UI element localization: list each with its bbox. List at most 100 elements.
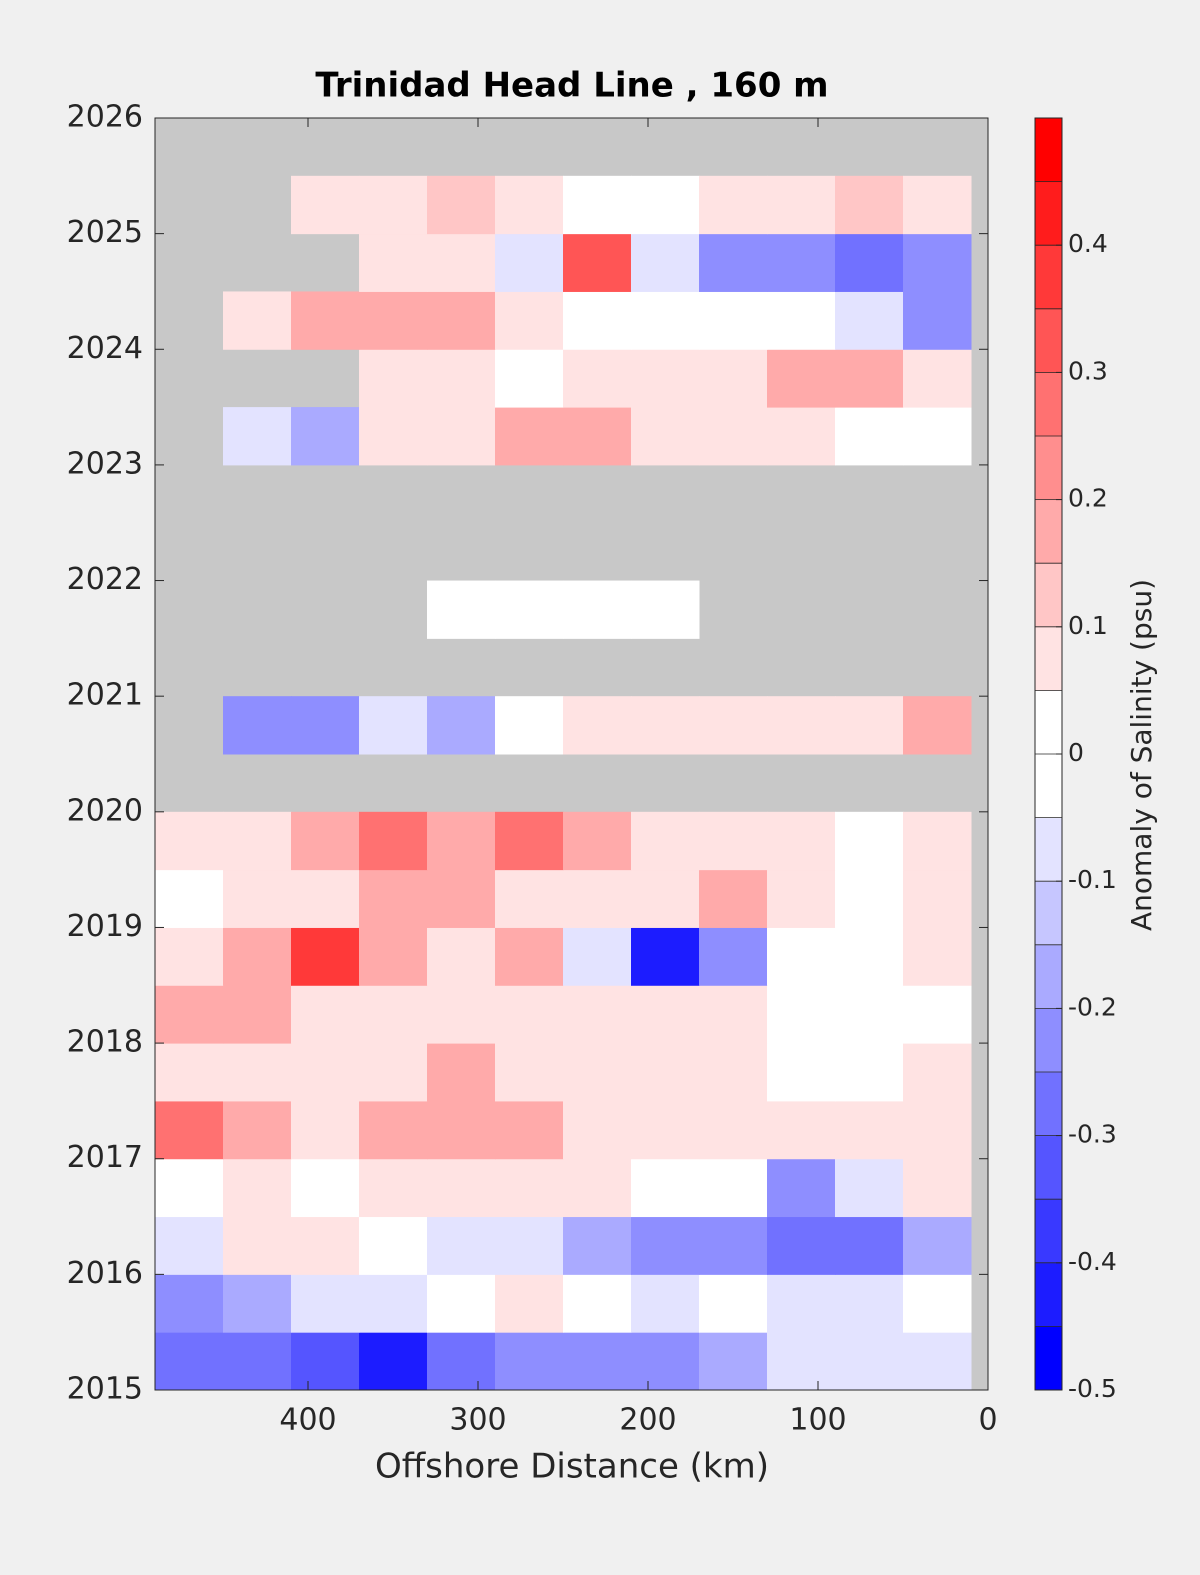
y-tick-label: 2020 — [67, 793, 143, 828]
colorbar-band — [1035, 881, 1062, 946]
colorbar-band — [1035, 1326, 1062, 1391]
x-tick-label: 100 — [789, 1403, 846, 1438]
cell — [223, 1274, 292, 1333]
colorbar-tick-label: -0.3 — [1068, 1120, 1117, 1149]
colorbar-band — [1035, 245, 1062, 310]
x-tick-label: 400 — [279, 1403, 336, 1438]
cell — [631, 1100, 700, 1160]
cell — [359, 233, 428, 292]
cell — [563, 927, 632, 986]
cell — [427, 927, 496, 986]
cell — [835, 811, 904, 871]
cell — [427, 1158, 496, 1218]
cell — [767, 985, 836, 1044]
cell — [495, 233, 564, 292]
colorbar-tick-label: 0.1 — [1068, 611, 1108, 640]
colorbar-band — [1035, 817, 1062, 882]
cell — [155, 869, 224, 928]
cell — [631, 1216, 700, 1275]
cell — [835, 1043, 904, 1102]
cell — [495, 811, 564, 871]
cell — [699, 233, 768, 292]
y-tick-label: 2015 — [67, 1372, 143, 1407]
cell — [903, 985, 972, 1044]
cell — [699, 811, 768, 871]
cell — [223, 291, 292, 350]
cell — [631, 349, 700, 408]
cell — [427, 1216, 496, 1275]
colorbar-band — [1035, 944, 1062, 1009]
cell — [495, 1274, 564, 1333]
cell — [427, 349, 496, 408]
cell — [903, 1158, 972, 1218]
cell — [495, 175, 564, 235]
cell — [699, 407, 768, 466]
cell — [223, 811, 292, 871]
y-tick-label: 2024 — [67, 331, 143, 366]
colorbar-label: Anomaly of Salinity (psu) — [1125, 579, 1158, 931]
cell — [699, 1274, 768, 1333]
colorbar-band — [1035, 308, 1062, 373]
cell — [291, 407, 360, 466]
cell — [903, 291, 972, 350]
cell — [359, 1274, 428, 1333]
cell — [767, 1043, 836, 1102]
cell — [495, 580, 564, 639]
cell — [427, 869, 496, 928]
cell — [427, 233, 496, 292]
cell — [563, 1216, 632, 1275]
cell — [427, 291, 496, 350]
y-tick-label: 2018 — [67, 1025, 143, 1060]
cell — [291, 811, 360, 871]
cell — [903, 1274, 972, 1333]
cell — [155, 1332, 224, 1391]
cell — [835, 927, 904, 986]
cell — [631, 1043, 700, 1102]
cell — [699, 927, 768, 986]
cell — [359, 811, 428, 871]
cell — [835, 175, 904, 235]
cell — [291, 1043, 360, 1102]
colorbar-band — [1035, 118, 1062, 183]
cell — [155, 811, 224, 871]
cell — [903, 869, 972, 928]
cell — [359, 696, 428, 755]
cell — [903, 175, 972, 235]
cell — [767, 407, 836, 466]
cell — [563, 291, 632, 350]
colorbar-band — [1035, 1072, 1062, 1137]
cell — [291, 985, 360, 1044]
cell — [359, 1158, 428, 1218]
cell — [223, 927, 292, 986]
cell — [291, 1332, 360, 1391]
cell — [223, 1332, 292, 1391]
cell — [223, 1043, 292, 1102]
cell — [427, 696, 496, 755]
cell — [767, 869, 836, 928]
y-tick-label: 2022 — [67, 562, 143, 597]
cell — [767, 927, 836, 986]
cell — [563, 233, 632, 292]
cell — [495, 291, 564, 350]
cell — [223, 985, 292, 1044]
cell — [767, 696, 836, 755]
cell — [359, 1332, 428, 1391]
cell — [427, 985, 496, 1044]
colorbar-band — [1035, 754, 1062, 819]
colorbar-band — [1035, 1008, 1062, 1073]
cell — [631, 291, 700, 350]
cell — [223, 1158, 292, 1218]
colorbar-tick-label: 0.4 — [1068, 229, 1108, 258]
x-axis-label: Offshore Distance (km) — [375, 1447, 769, 1487]
colorbar-tick-label: 0 — [1068, 738, 1084, 767]
cell — [699, 1158, 768, 1218]
cell — [155, 1216, 224, 1275]
cell — [223, 1100, 292, 1160]
cell — [427, 407, 496, 466]
cell — [495, 869, 564, 928]
colorbar-tick-label: 0.2 — [1068, 484, 1108, 513]
cell — [291, 291, 360, 350]
cell — [359, 175, 428, 235]
x-tick-label: 200 — [619, 1403, 676, 1438]
cell — [563, 985, 632, 1044]
